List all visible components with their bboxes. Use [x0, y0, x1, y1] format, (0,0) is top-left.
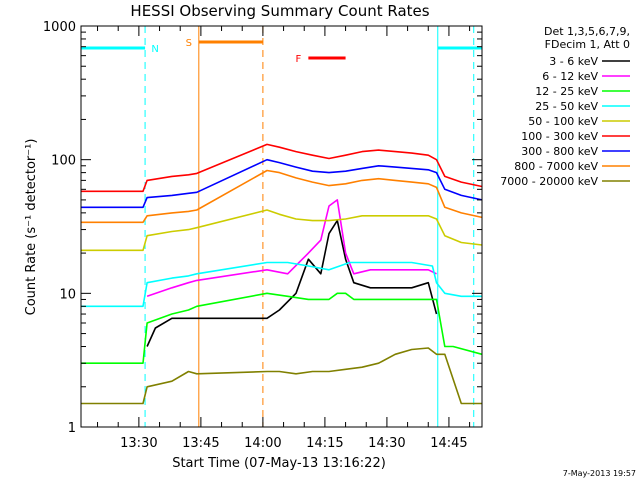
x-tick-label: 14:30 [368, 436, 405, 451]
legend-entry-label: 7000 - 20000 keV [500, 175, 598, 188]
series-line-0 [146, 219, 438, 347]
x-tick-label: 13:45 [182, 436, 219, 451]
legend-entry-label: 800 - 7000 keV [514, 160, 598, 173]
x-tick-label: 14:45 [430, 436, 467, 451]
series-line-5 [81, 143, 483, 193]
x-tick-label: 14:00 [244, 436, 281, 451]
x-tick-label: 14:15 [306, 436, 343, 451]
y-axis-title: Count Rate (s⁻¹ detector⁻¹) [24, 139, 39, 316]
y-tick-label: 1 [68, 421, 76, 436]
x-tick-label: 13:30 [120, 436, 157, 451]
series-line-1 [146, 199, 437, 298]
flag-label-f: F [295, 54, 301, 65]
legend-header-line: FDecim 1, Att 0 [545, 38, 630, 51]
y-tick-label: 10 [59, 287, 76, 302]
plot-frame [80, 25, 483, 428]
legend-entry-label: 3 - 6 keV [549, 55, 598, 68]
x-axis-title: Start Time (07-May-13 13:16:22) [172, 456, 386, 471]
y-tick-label: 1000 [43, 20, 76, 35]
legend-entry-label: 300 - 800 keV [521, 145, 598, 158]
series-line-7 [81, 169, 483, 224]
series-line-8 [81, 347, 482, 405]
legend-entry-label: 50 - 100 keV [528, 115, 598, 128]
series-line-3 [81, 261, 482, 308]
chart-title: HESSI Observing Summary Count Rates [130, 2, 429, 20]
legend-header-line: Det 1,3,5,6,7,9, [544, 25, 630, 38]
legend-entry-label: 6 - 12 keV [542, 70, 598, 83]
footer-date: 7-May-2013 19:57 [563, 469, 636, 478]
series-line-4 [81, 209, 483, 252]
legend-entry-label: 12 - 25 keV [535, 85, 598, 98]
flag-label-s: S [186, 38, 192, 49]
flag-label-n: N [151, 44, 158, 55]
legend-entry-label: 25 - 50 keV [535, 100, 598, 113]
legend-entry-label: 100 - 300 keV [521, 130, 598, 143]
legend: Det 1,3,5,6,7,9,FDecim 1, Att 0 3 - 6 keV… [500, 25, 630, 188]
y-tick-label: 100 [51, 154, 76, 169]
series-line-2 [81, 292, 483, 364]
series-line-6 [81, 158, 483, 209]
